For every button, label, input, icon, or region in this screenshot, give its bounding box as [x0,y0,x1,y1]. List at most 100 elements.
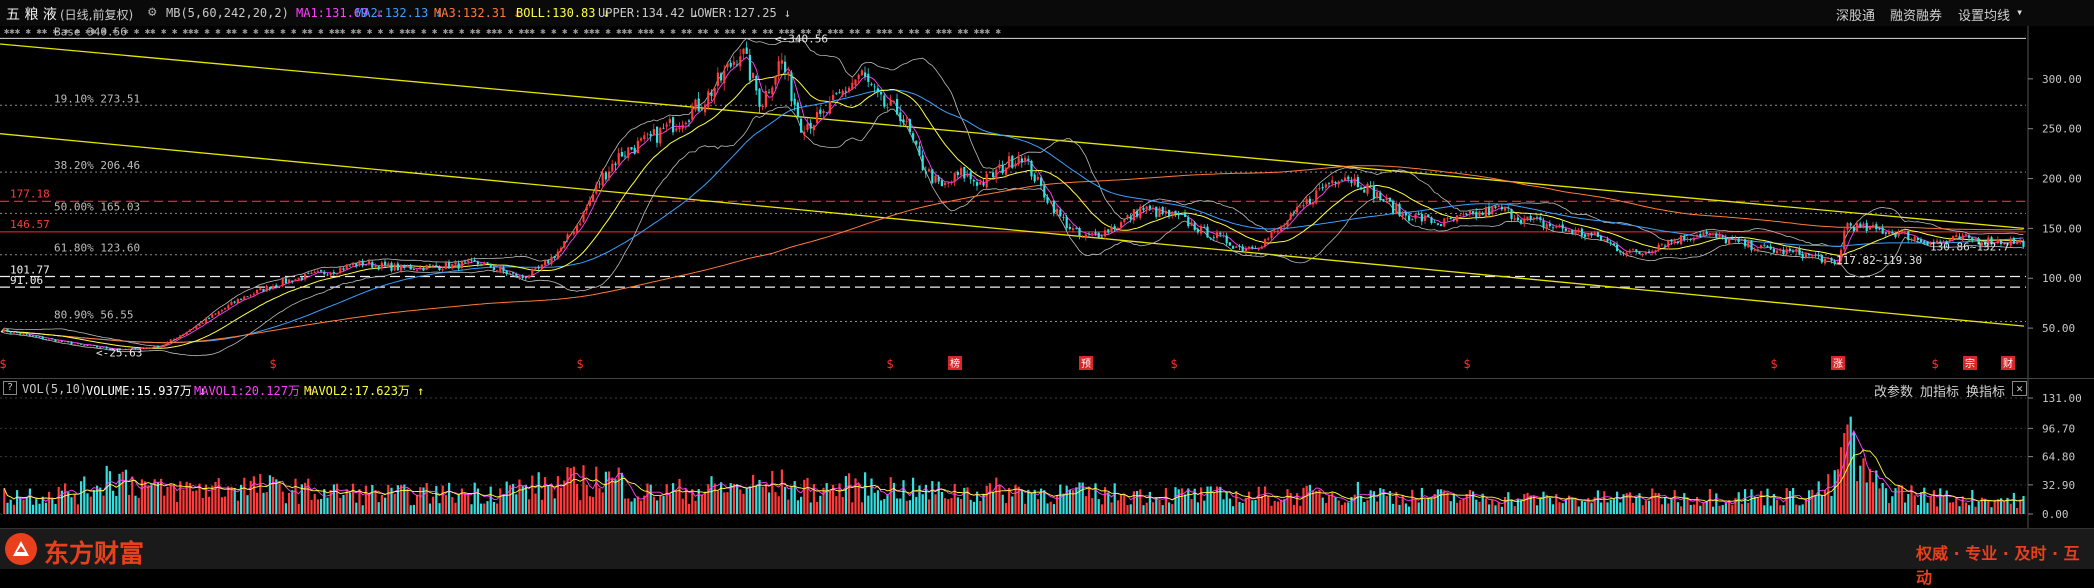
candle-body [278,285,281,287]
footer-bar: 东方财富 权威 · 专业 · 及时 · 互动 [0,528,2094,587]
volume-chart[interactable]: 131.00 96.70 64.80 32.90 0.00 [0,378,2094,528]
candle-body [892,101,895,103]
link-add-indicator[interactable]: 加指标 [1920,385,1960,400]
dropdown-arrow-icon[interactable]: ▾ [2016,5,2024,19]
volume-bar [1552,504,1555,514]
candle-body [76,343,79,345]
volume-bar [1846,424,1849,514]
candle-body [854,79,857,85]
candle-body [1366,183,1369,194]
candle-body [297,277,300,280]
event-marker-dollar: $ [576,357,583,371]
volume-bar [150,484,153,514]
volume-bar [297,504,300,514]
volume-bar [480,503,483,514]
volume-bar [1785,488,1788,514]
price-chart[interactable]: ✱✱✱ ✱ ✱✱ ✱ ✱ ✱ ✱✱ ✱ ✱ ✱ ✱ ✱✱ ✱ ✱ ✱✱✱ ✱ ✱… [0,26,2094,378]
volume-bar [1897,484,1900,514]
candle-body [259,288,262,291]
y-tick-label: 300.00 [2042,73,2082,86]
candle-body [1916,238,1919,241]
candle-body [416,269,419,271]
volume-bar [1302,487,1305,514]
volume-bar [1971,489,1974,514]
candle-body [44,338,47,340]
volume-bar [1993,499,1996,514]
candle-body [918,145,921,156]
vol-mavol2: MAVOL2:17.623万 ↑ [304,384,425,398]
candle-body [534,267,537,270]
volume-bar [1564,498,1567,514]
link-margin-trading[interactable]: 融资融券 [1890,9,1943,24]
event-marker-dollar: $ [886,357,893,371]
candle-body [502,267,505,272]
volume-bar [108,471,111,514]
candle-body [262,288,265,292]
candle-body [544,260,547,266]
volume-bar [380,494,383,514]
candle-body [1251,246,1254,249]
volume-bar [928,499,931,514]
candle-body [752,73,755,79]
candle-body [64,341,67,342]
volume-bar [1475,499,1478,514]
volume-bar [9,499,12,514]
logo-icon [5,533,37,565]
volume-bar [768,492,771,514]
volume-bar [1494,505,1497,514]
candle-body [713,87,716,98]
volume-bar [51,497,54,514]
volume-bar [400,484,403,514]
candle-body [393,264,396,271]
candle-body [1260,246,1263,249]
volume-bar [1200,487,1203,514]
event-marker-dollar: $ [1770,357,1777,371]
volume-bar [1632,502,1635,514]
volume-bar [838,483,841,514]
link-edit-params[interactable]: 改参数 [1874,385,1914,400]
volume-bar [1459,500,1462,514]
volume-bar [716,490,719,514]
volume-bar [1264,486,1267,514]
volume-bar [220,497,223,514]
candle-body [512,272,515,274]
volume-bar [332,484,335,514]
candle-body [1996,239,1999,244]
candle-body [1276,230,1279,233]
volume-bar [12,504,15,514]
link-shenzhen-connect[interactable]: 深股通 [1836,9,1876,24]
volume-bar [956,497,959,514]
volume-bar [611,477,614,514]
candle-body [1516,217,1519,221]
candle-body [249,295,252,297]
volume-bar [1308,484,1311,514]
volume-bar [438,503,441,514]
candle-body [412,269,415,270]
volume-bar [848,473,851,514]
volume-bar [86,493,89,514]
candle-body [732,61,735,65]
volume-bar [1916,504,1919,514]
close-icon[interactable]: ✕ [2012,381,2027,396]
volume-bar [172,484,175,514]
candle-body [1744,239,1747,247]
link-switch-indicator[interactable]: 换指标 [1966,385,2006,400]
volume-bar [1712,506,1715,514]
link-ma-settings[interactable]: 设置均线 [1958,9,2011,24]
volume-bar [1772,494,1775,514]
candle-body [521,275,524,278]
candle-body [1411,219,1414,221]
volume-bar [707,484,710,514]
volume-bar [1168,502,1171,514]
stock-name[interactable]: 五 粮 液 [6,7,57,23]
volume-bar [1078,482,1081,514]
volume-bar [1452,494,1455,514]
help-icon[interactable]: ? [3,381,17,395]
candle-body [460,261,463,269]
gear-icon[interactable]: ⚙ [148,4,157,20]
candle-body [1561,224,1564,229]
candle-body [150,347,153,349]
candle-body [1904,231,1907,233]
candle-body [1536,217,1539,219]
candle-body [1513,218,1516,220]
